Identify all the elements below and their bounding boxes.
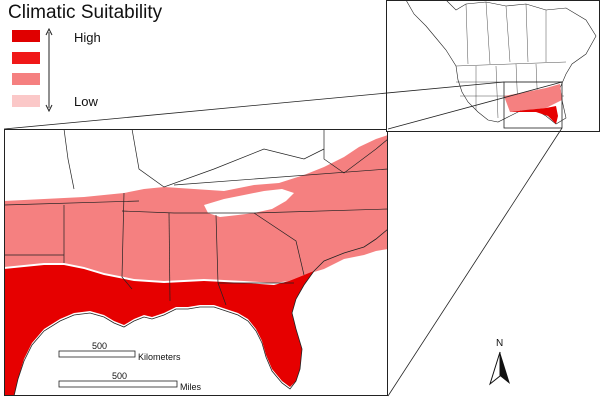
legend-low-label: Low [74,94,98,109]
scale-bar-miles-value: 500 [112,371,128,381]
scale-bar-km-unit: Kilometers [138,352,181,362]
legend-gradient-arrow [45,28,53,112]
state-boundaries [4,129,388,306]
scale-bar-km-value: 500 [92,341,108,351]
suitability-zone-high [4,265,314,396]
scale-bar-km [58,350,136,358]
suitability-zone-medium-low [4,135,388,283]
legend-swatch-medium-high [12,52,40,64]
north-arrow-icon [489,351,510,386]
scale-bar-miles [58,380,178,388]
gulf-of-mexico [4,307,294,396]
scale-bar-miles-unit: Miles [180,382,202,392]
legend-swatch-medium-low [12,73,40,85]
north-arrow-label: N [496,338,504,349]
appalachian-unsuitable-area [204,189,294,217]
coastline [13,228,388,396]
legend-swatch-high [12,30,40,42]
legend-swatch-low [12,95,40,107]
legend-high-label: High [74,30,101,45]
inset-map [386,0,600,132]
main-map [4,129,388,396]
legend-title: Climatic Suitability [8,2,163,23]
main-map-frame [4,129,388,396]
